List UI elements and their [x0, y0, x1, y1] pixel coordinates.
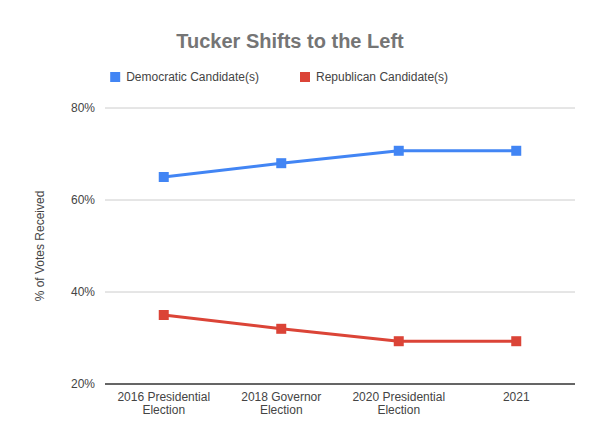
x-tick-label-line: 2016 Presidential [117, 390, 210, 404]
title: Tucker Shifts to the Left [176, 30, 404, 52]
x-tick-label-line: Election [260, 403, 303, 417]
point-marker [276, 158, 286, 168]
x-axis-line [105, 384, 575, 385]
legend-label: Democratic Candidate(s) [126, 70, 259, 84]
chart-svg: Tucker Shifts to the Left 20% 40% 60% 80% % o… [0, 0, 600, 437]
x-tick-label: 2016 PresidentialElection [117, 390, 210, 417]
point-marker [511, 336, 521, 346]
background [0, 0, 600, 437]
grid-line [105, 200, 575, 201]
legend-swatch [110, 72, 120, 82]
y-tick-label: 80% [71, 101, 95, 115]
point-marker [394, 336, 404, 346]
point-marker [394, 146, 404, 156]
chart-container: Tucker Shifts to the Left 20% 40% 60% 80% % o… [0, 0, 600, 437]
point-marker [159, 310, 169, 320]
grid-line [105, 384, 575, 385]
x-tick-label-line: Election [142, 403, 185, 417]
y-tick-label: 40% [71, 285, 95, 299]
x-tick-label-line: 2020 Presidential [352, 390, 445, 404]
series-line [164, 151, 517, 177]
point-marker [511, 146, 521, 156]
x-tick-label-line: 2021 [503, 390, 530, 404]
x-tick-label-line: Election [377, 403, 420, 417]
y-tick-label: 60% [71, 193, 95, 207]
legend-swatch [300, 72, 310, 82]
legend-label: Republican Candidate(s) [316, 70, 448, 84]
x-tick-label: 2018 GovernorElection [241, 390, 321, 417]
plot-area [159, 146, 522, 346]
grid-line [105, 292, 575, 293]
x-tick-label: 2020 PresidentialElection [352, 390, 445, 417]
series-line [164, 315, 517, 341]
y-axis-label: % of Votes Received [33, 191, 47, 302]
x-tick-label: 2021 [503, 390, 530, 404]
x-tick-label-line: 2018 Governor [241, 390, 321, 404]
point-marker [159, 172, 169, 182]
legend: Democratic Candidate(s) Republican Candid… [110, 70, 448, 84]
point-marker [276, 324, 286, 334]
grid-line [105, 108, 575, 109]
y-tick-label: 20% [71, 377, 95, 391]
